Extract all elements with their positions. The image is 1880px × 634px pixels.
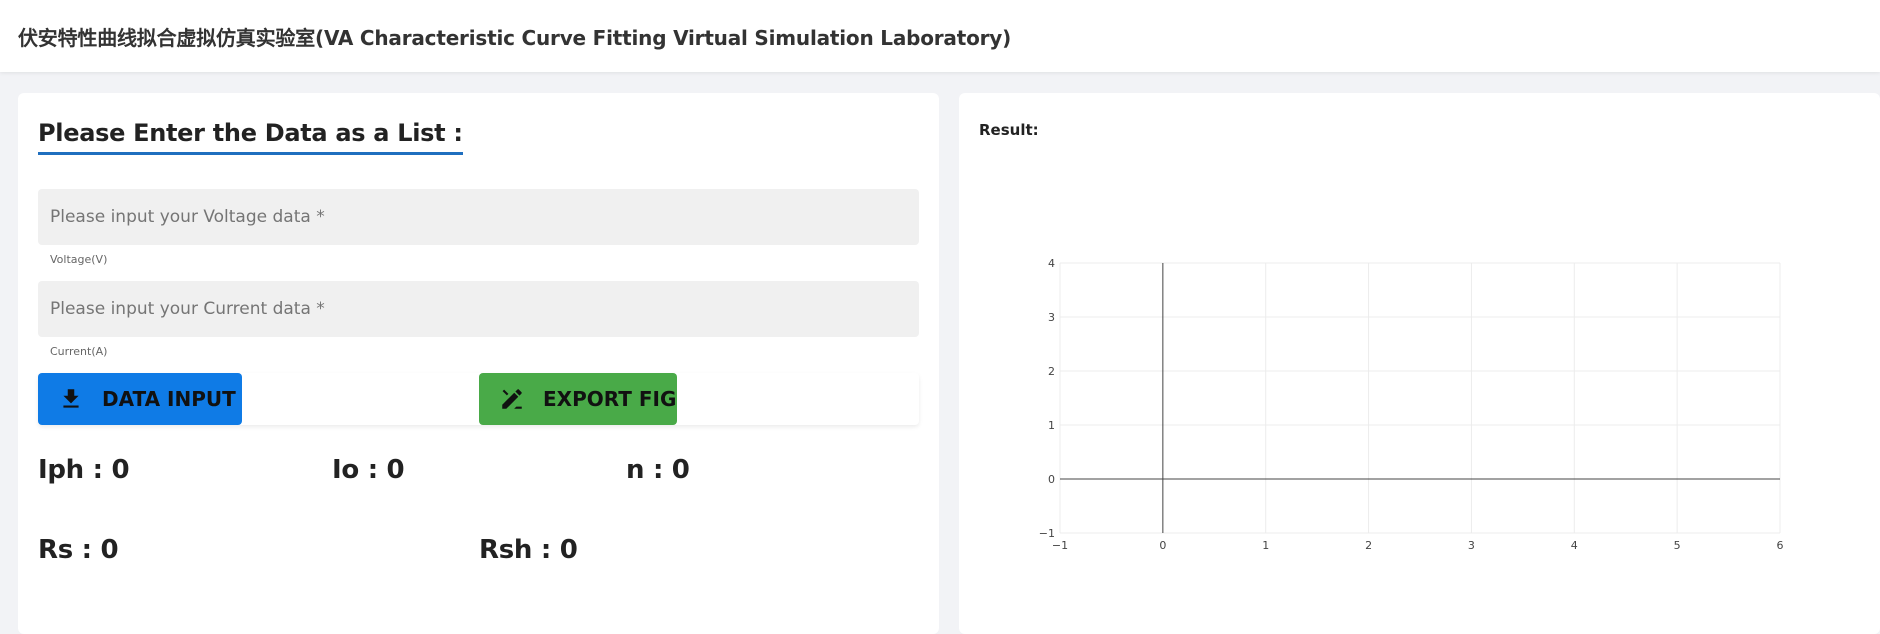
data-input-button[interactable]: DATA INPUT (38, 373, 242, 425)
y-tick-label: 1 (1048, 419, 1055, 432)
app-title: 伏安特性曲线拟合虚拟仿真实验室(VA Characteristic Curve … (18, 25, 1012, 50)
y-tick-label: 3 (1048, 311, 1055, 324)
x-tick-label: 3 (1468, 539, 1475, 552)
result-chart[interactable]: −1 0 1 2 3 4 5 6 −1 0 1 2 3 4 (959, 93, 1880, 634)
result-label: Result: (979, 121, 1039, 139)
download-icon (58, 386, 84, 412)
form-heading: Please Enter the Data as a List : (38, 119, 463, 155)
current-input[interactable] (38, 281, 919, 337)
y-tick-label: 4 (1048, 257, 1055, 270)
param-rs: Rs : 0 (38, 535, 119, 565)
x-tick-label: 6 (1777, 539, 1784, 552)
param-iph: Iph : 0 (38, 455, 130, 485)
y-tick-label: 0 (1048, 473, 1055, 486)
param-n: n : 0 (626, 455, 690, 485)
param-io: Io : 0 (332, 455, 405, 485)
export-fig-label: EXPORT FIG (543, 387, 677, 411)
edit-pen-icon (499, 386, 525, 412)
x-tick-label: −1 (1052, 539, 1068, 552)
button-bar: DATA INPUT EXPORT FIG (38, 373, 919, 425)
y-tick-label: −1 (1039, 527, 1055, 540)
data-input-label: DATA INPUT (102, 387, 236, 411)
export-fig-button[interactable]: EXPORT FIG (479, 373, 677, 425)
x-tick-label: 5 (1674, 539, 1681, 552)
x-tick-label: 1 (1262, 539, 1269, 552)
result-panel: Result: −1 0 1 2 3 4 5 6 −1 0 1 2 3 4 (959, 93, 1880, 634)
x-tick-label: 2 (1365, 539, 1372, 552)
current-helper-text: Current(A) (50, 345, 108, 358)
voltage-helper-text: Voltage(V) (50, 253, 108, 266)
top-bar: 伏安特性曲线拟合虚拟仿真实验室(VA Characteristic Curve … (0, 0, 1880, 72)
data-entry-panel: Please Enter the Data as a List : Voltag… (18, 93, 939, 634)
voltage-input[interactable] (38, 189, 919, 245)
x-tick-label: 4 (1571, 539, 1578, 552)
param-rsh: Rsh : 0 (479, 535, 578, 565)
x-tick-label: 0 (1159, 539, 1166, 552)
y-tick-label: 2 (1048, 365, 1055, 378)
